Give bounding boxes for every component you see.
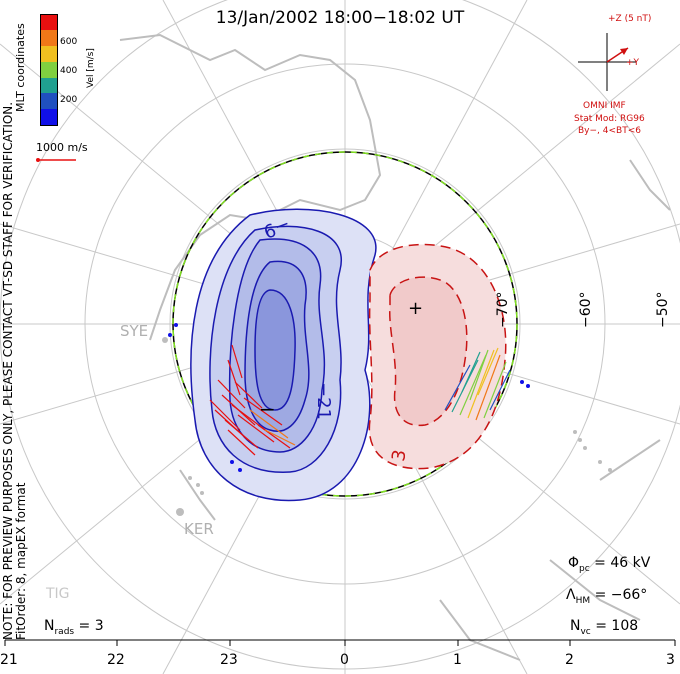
colorbar (40, 14, 58, 126)
colorbar-axis-label: Vel [m/s] (86, 48, 96, 88)
velocity-vectors-dusk (168, 323, 296, 472)
contour-label-neg21: −21 (313, 382, 334, 420)
colorbar-swatch-5 (41, 78, 57, 93)
station-label-ker: KER (184, 520, 214, 538)
mlt-tick-21: 21 (0, 652, 18, 668)
colorbar-tick-400: 400 (60, 66, 78, 76)
station-markers (162, 337, 612, 516)
mlt-tick-2: 2 (565, 652, 574, 668)
coastlines (119, 33, 671, 661)
colorbar-swatch-7 (41, 109, 57, 125)
stat-n-rads: Nrads = 3 (44, 618, 104, 637)
colorbar-tick-200: 200 (60, 95, 78, 105)
stat-model-line1: Stat Mod: RG96 (574, 114, 645, 124)
mlt-tick-0: 0 (340, 652, 349, 668)
stat-phi-pc: Φpc = 46 kV (568, 555, 651, 574)
preview-note-line2: FitOrder: 8, mapEX format (14, 482, 28, 640)
station-marker-ker (176, 508, 184, 516)
potential-max-marker: + (408, 298, 423, 319)
coastline-east (549, 159, 671, 621)
mlt-tick-23: 23 (220, 652, 238, 668)
colorbar-swatch-1 (41, 15, 57, 30)
imf-y-label: +Y (626, 58, 640, 68)
lat-label-50: −50° (655, 291, 671, 328)
colorbar-tick-600: 600 (60, 37, 78, 47)
stat-n-vc: Nvc = 108 (570, 618, 639, 637)
mlt-tick-3: 3 (666, 652, 675, 668)
colorbar-swatch-4 (41, 62, 57, 78)
dawn-cell (368, 243, 507, 470)
velocity-vectors-dawn (444, 347, 530, 421)
map-title: 13/Jan/2002 18:00−18:02 UT (215, 8, 465, 28)
mlt-tick-1: 1 (453, 652, 462, 668)
preview-note: NOTE: FOR PREVIEW PURPOSES ONLY, PLEASE … (1, 102, 28, 640)
colorbar-swatch-6 (41, 93, 57, 109)
dusk-cell (190, 208, 377, 502)
vector-scale-label: 1000 m/s (36, 141, 88, 154)
stat-lambda-hm-value: −66° (610, 587, 648, 603)
imf-clock (578, 33, 636, 91)
stat-lambda-hm: ΛHM = −66° (566, 587, 648, 606)
lat-label-60: −60° (578, 291, 594, 328)
imf-z-label: +Z (5 nT) (608, 14, 652, 24)
imf-source-label: OMNI IMF (583, 101, 626, 111)
boundary-dash (172, 151, 518, 497)
coordinate-label: MLT coordinates (14, 23, 27, 112)
coastline-antarctica (119, 33, 382, 341)
contour-label-3: 3 (388, 448, 411, 463)
lat-label-70: −70° (495, 291, 511, 328)
colorbar-swatch-3 (41, 46, 57, 62)
mlt-tick-22: 22 (107, 652, 125, 668)
station-label-tig: TIG (46, 586, 70, 602)
stat-model-line2: By−, 4<BT<6 (578, 126, 641, 136)
mlt-tick-marks (4, 639, 676, 646)
stat-phi-pc-value: 46 kV (610, 555, 651, 571)
stat-n-vc-value: 108 (611, 618, 639, 634)
colorbar-swatch-2 (41, 30, 57, 46)
station-marker-sye (162, 337, 168, 343)
stat-n-rads-value: 3 (94, 618, 104, 634)
potential-min-marker: − (259, 397, 276, 421)
station-label-sye: SYE (120, 322, 149, 340)
